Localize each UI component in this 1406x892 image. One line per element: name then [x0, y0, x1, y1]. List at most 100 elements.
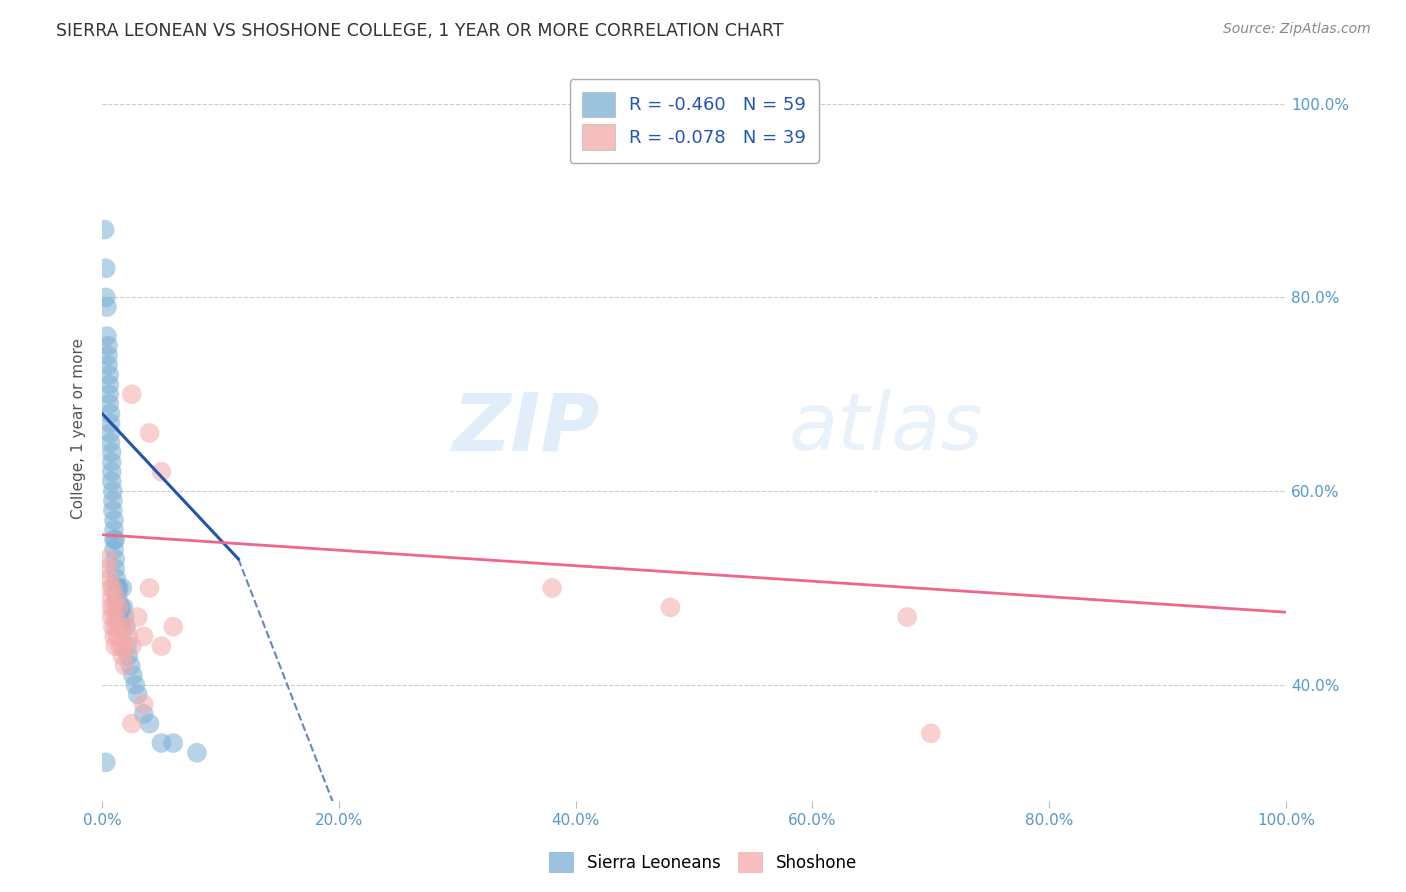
- Point: [98, 368, 121, 382]
- Point: [115, 620, 138, 634]
- Point: [107, 600, 129, 615]
- Point: [896, 610, 918, 624]
- Point: [110, 600, 132, 615]
- Point: [120, 658, 142, 673]
- Point: [659, 600, 682, 615]
- Point: [103, 542, 125, 557]
- Point: [117, 629, 139, 643]
- Point: [162, 736, 184, 750]
- Point: [107, 581, 129, 595]
- Point: [104, 533, 127, 547]
- Point: [920, 726, 942, 740]
- Legend: Sierra Leoneans, Shoshone: Sierra Leoneans, Shoshone: [543, 846, 863, 880]
- Point: [98, 387, 121, 401]
- Point: [105, 581, 128, 595]
- Point: [93, 222, 115, 236]
- Point: [103, 600, 125, 615]
- Point: [121, 387, 143, 401]
- Point: [100, 435, 122, 450]
- Point: [108, 600, 131, 615]
- Point: [96, 300, 118, 314]
- Point: [96, 561, 118, 575]
- Point: [110, 620, 132, 634]
- Text: Source: ZipAtlas.com: Source: ZipAtlas.com: [1223, 22, 1371, 37]
- Point: [101, 503, 124, 517]
- Point: [94, 290, 117, 304]
- Point: [98, 397, 121, 411]
- Point: [98, 571, 121, 585]
- Point: [186, 746, 208, 760]
- Point: [98, 377, 121, 392]
- Text: SIERRA LEONEAN VS SHOSHONE COLLEGE, 1 YEAR OR MORE CORRELATION CHART: SIERRA LEONEAN VS SHOSHONE COLLEGE, 1 YE…: [56, 22, 783, 40]
- Point: [105, 571, 128, 585]
- Point: [100, 581, 122, 595]
- Point: [105, 591, 128, 605]
- Point: [138, 425, 160, 440]
- Text: ZIP: ZIP: [451, 389, 599, 467]
- Point: [103, 523, 125, 537]
- Point: [105, 620, 128, 634]
- Point: [103, 629, 125, 643]
- Point: [108, 639, 131, 653]
- Point: [112, 639, 135, 653]
- Point: [104, 561, 127, 575]
- Point: [100, 417, 122, 431]
- Point: [121, 716, 143, 731]
- Point: [107, 591, 129, 605]
- Point: [114, 610, 136, 624]
- Point: [104, 552, 127, 566]
- Point: [100, 610, 122, 624]
- Point: [100, 475, 122, 489]
- Point: [127, 688, 149, 702]
- Point: [117, 648, 139, 663]
- Point: [115, 620, 138, 634]
- Point: [100, 600, 122, 615]
- Point: [132, 698, 155, 712]
- Point: [107, 581, 129, 595]
- Point: [127, 610, 149, 624]
- Point: [97, 349, 120, 363]
- Point: [100, 455, 122, 469]
- Point: [100, 591, 122, 605]
- Point: [132, 706, 155, 721]
- Point: [111, 648, 134, 663]
- Point: [101, 484, 124, 499]
- Point: [124, 678, 146, 692]
- Point: [150, 736, 173, 750]
- Point: [112, 600, 135, 615]
- Point: [162, 620, 184, 634]
- Point: [103, 533, 125, 547]
- Point: [97, 358, 120, 372]
- Point: [100, 407, 122, 421]
- Point: [103, 513, 125, 527]
- Point: [94, 756, 117, 770]
- Point: [96, 329, 118, 343]
- Point: [150, 639, 173, 653]
- Point: [132, 629, 155, 643]
- Point: [107, 600, 129, 615]
- Point: [122, 668, 145, 682]
- Point: [121, 639, 143, 653]
- Point: [107, 610, 129, 624]
- Point: [108, 610, 131, 624]
- Point: [541, 581, 564, 595]
- Point: [101, 493, 124, 508]
- Point: [100, 425, 122, 440]
- Legend: R = -0.460   N = 59, R = -0.078   N = 39: R = -0.460 N = 59, R = -0.078 N = 39: [569, 79, 818, 162]
- Point: [110, 620, 132, 634]
- Point: [114, 658, 136, 673]
- Y-axis label: College, 1 year or more: College, 1 year or more: [72, 338, 86, 518]
- Point: [138, 581, 160, 595]
- Point: [150, 465, 173, 479]
- Point: [100, 445, 122, 459]
- Point: [104, 639, 127, 653]
- Point: [97, 552, 120, 566]
- Point: [107, 629, 129, 643]
- Point: [101, 581, 124, 595]
- Point: [105, 591, 128, 605]
- Point: [100, 465, 122, 479]
- Point: [101, 620, 124, 634]
- Point: [138, 716, 160, 731]
- Point: [108, 620, 131, 634]
- Point: [104, 610, 127, 624]
